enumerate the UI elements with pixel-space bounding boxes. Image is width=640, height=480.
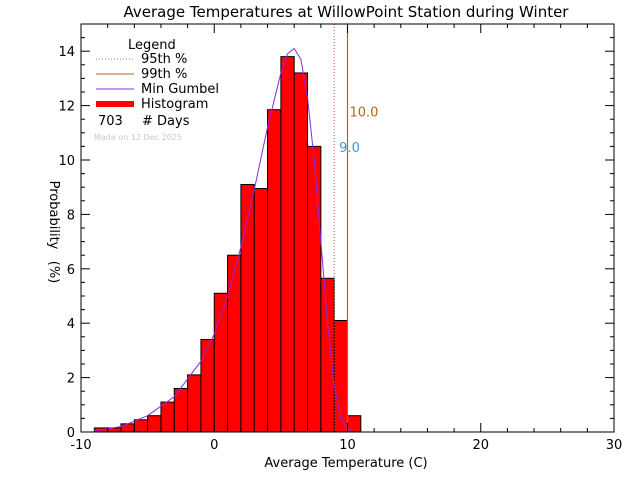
histogram-bar <box>200 339 215 433</box>
legend-days-count: 703 <box>98 114 123 129</box>
made-on-note: Made on 12 Dec 2025 <box>94 133 182 142</box>
y-tick-label: 0 <box>67 426 75 441</box>
y-tick-label: 8 <box>67 208 75 223</box>
histogram-bar <box>253 188 269 433</box>
x-tick-label: 10 <box>339 438 356 453</box>
y-tick-label: 12 <box>58 100 75 115</box>
chart-title: Average Temperatures at WillowPoint Stat… <box>124 3 570 21</box>
histogram-bar <box>187 374 202 433</box>
p99-value-label: 10.0 <box>350 105 379 120</box>
min-gumbel-curve <box>94 47 355 433</box>
x-tick-label: 20 <box>472 438 489 453</box>
legend-days-label: # Days <box>142 114 190 129</box>
histogram-bar <box>240 183 255 433</box>
legend-item-label: 99th % <box>141 67 187 82</box>
legend-item-label: Min Gumbel <box>141 82 219 97</box>
y-tick-labels: 0 2 4 6 8 10 12 14 <box>58 45 75 441</box>
y-tick-label: 6 <box>67 263 75 278</box>
x-tick-labels: -10 0 10 20 30 <box>70 438 622 453</box>
histogram-bar <box>120 423 135 433</box>
histogram-bar <box>227 254 242 433</box>
histogram-bar <box>293 72 309 433</box>
p95-value-label: 9.0 <box>339 141 360 156</box>
legend-item-label: Histogram <box>141 97 208 112</box>
histogram-bar <box>280 56 295 433</box>
x-axis-label: Average Temperature (C) <box>264 456 427 471</box>
y-tick-label: 2 <box>67 372 75 387</box>
histogram-bar <box>133 419 149 433</box>
histogram-bar <box>173 387 189 433</box>
y-tick-label: 10 <box>58 154 75 169</box>
histogram-bar <box>307 145 322 433</box>
histogram-bar <box>320 277 335 433</box>
histogram-bar <box>347 415 362 433</box>
y-axis-label: Probability <box>46 181 61 250</box>
histogram-bar <box>160 401 175 433</box>
percentile-lines <box>333 24 349 432</box>
axis-ticks <box>80 24 615 433</box>
histogram-bar <box>147 415 162 433</box>
legend-title: Legend <box>128 38 176 53</box>
y-tick-label: 14 <box>58 45 75 60</box>
legend-item-label: 95th % <box>141 52 187 67</box>
histogram-bar <box>333 319 348 433</box>
y-tick-label: 4 <box>67 317 75 332</box>
x-tick-label: -10 <box>70 438 91 453</box>
x-tick-label: 30 <box>606 438 623 453</box>
histogram-bar <box>267 109 282 433</box>
x-tick-label: 0 <box>210 438 218 453</box>
y-axis-unit: (%) <box>46 261 61 284</box>
